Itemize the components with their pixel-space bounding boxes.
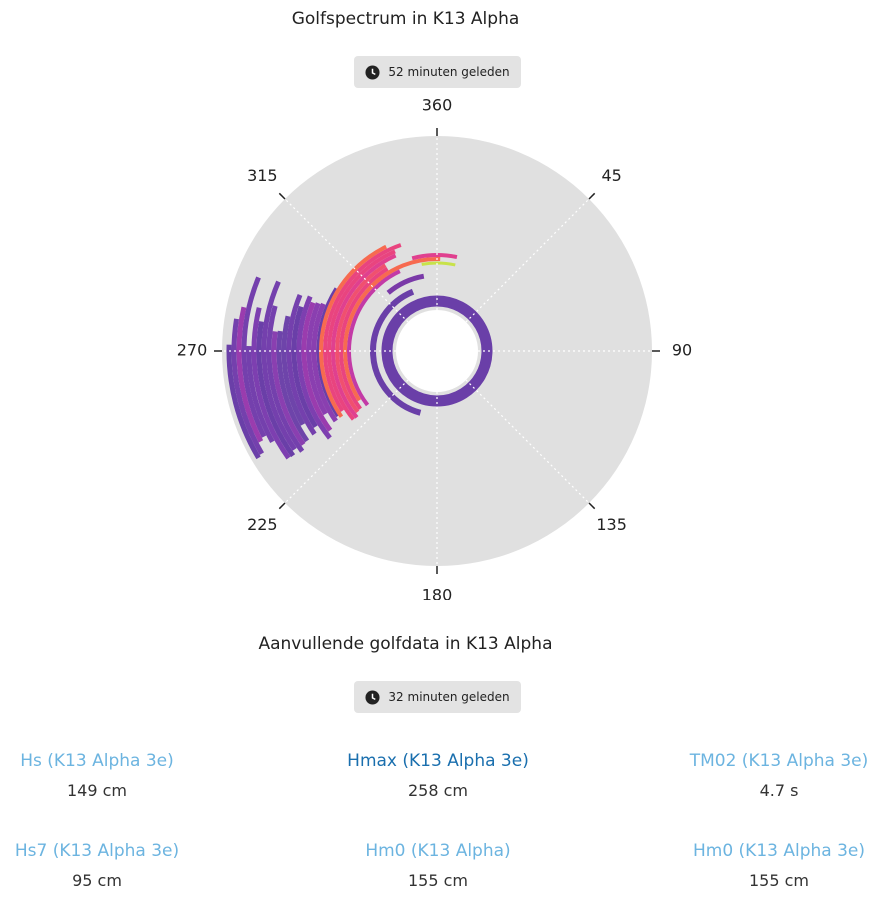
update-text: 32 minuten geleden bbox=[388, 690, 510, 704]
spectrum-arc bbox=[276, 330, 310, 443]
data-label: Hm0 (K13 Alpha 3e) bbox=[692, 841, 866, 861]
tick-mark bbox=[278, 192, 286, 200]
spectrum-arc bbox=[331, 253, 397, 419]
spectrum-arc bbox=[251, 307, 291, 460]
data-label: TM02 (K13 Alpha 3e) bbox=[689, 751, 869, 771]
clock-icon bbox=[365, 689, 380, 705]
direction-label: 270 bbox=[177, 341, 208, 360]
spectrum-arc bbox=[421, 261, 456, 267]
spectrum-arc bbox=[256, 321, 296, 458]
data-cell: TM02 (K13 Alpha 3e) 4.7 s bbox=[659, 751, 889, 800]
direction-label: 135 bbox=[596, 515, 627, 534]
grid-line bbox=[284, 198, 409, 323]
spectrum-arc bbox=[246, 345, 275, 444]
direction-label: 45 bbox=[601, 166, 621, 185]
update-text: 52 minuten geleden bbox=[388, 65, 510, 79]
spectrum-arc bbox=[226, 344, 261, 460]
data-label: Hm0 (K13 Alpha) bbox=[365, 841, 511, 861]
spectrum-arc bbox=[286, 293, 317, 436]
spectrum-arc bbox=[381, 295, 493, 407]
direction-label: 360 bbox=[422, 96, 453, 115]
clock-icon bbox=[365, 64, 380, 80]
data-label: Hmax (K13 Alpha 3e) bbox=[347, 751, 529, 771]
direction-label: 225 bbox=[247, 515, 278, 534]
data-value: 258 cm bbox=[407, 781, 468, 800]
direction-label: 315 bbox=[247, 166, 278, 185]
spectrum-arc bbox=[231, 318, 265, 455]
data-value: 155 cm bbox=[407, 871, 468, 890]
spectrum-arc bbox=[411, 253, 458, 261]
direction-label: 180 bbox=[422, 586, 453, 601]
spectrum-arc bbox=[319, 244, 388, 418]
spectrum-arc bbox=[347, 269, 401, 407]
grid-line bbox=[284, 379, 409, 504]
data-cell: Hs (K13 Alpha 3e) 149 cm bbox=[0, 751, 217, 800]
spectrum-arc bbox=[266, 305, 305, 453]
data-cell: Hm0 (K13 Alpha 3e) 155 cm bbox=[659, 841, 889, 890]
grid-line bbox=[465, 379, 590, 504]
spectrum-arc bbox=[335, 263, 387, 414]
spectrum-arc bbox=[370, 257, 441, 288]
polar-center bbox=[396, 310, 478, 392]
data-value: 149 cm bbox=[66, 781, 127, 800]
data-cell: Hmax (K13 Alpha 3e) 258 cm bbox=[318, 751, 558, 800]
data-cell: Hm0 (K13 Alpha) 155 cm bbox=[318, 841, 558, 890]
spectrum-arc bbox=[306, 302, 328, 416]
spectrum-arc bbox=[241, 276, 267, 438]
spectrum-title: Golfspectrum in K13 Alpha bbox=[291, 9, 520, 29]
spectrum-arc bbox=[301, 301, 333, 432]
data-label: Hs7 (K13 Alpha 3e) bbox=[14, 841, 180, 861]
polar-spectrum: 360 45 90 135 180 225 270 315 bbox=[177, 96, 692, 601]
direction-label: 90 bbox=[672, 341, 692, 360]
spectrum-arc bbox=[339, 267, 389, 411]
spectrum-arc bbox=[236, 306, 264, 443]
extra-title: Aanvullende golfdata in K13 Alpha bbox=[258, 634, 553, 654]
spectrum-arc bbox=[291, 305, 318, 428]
spectrum-arc bbox=[311, 302, 338, 423]
spectrum-arc bbox=[296, 295, 332, 440]
spectrum-arc bbox=[261, 280, 297, 451]
spectrum-arc bbox=[327, 249, 396, 421]
data-value: 95 cm bbox=[72, 871, 122, 890]
update-badge: 32 minuten geleden bbox=[354, 681, 521, 713]
tick-mark bbox=[588, 502, 596, 510]
spectrum-arc bbox=[281, 315, 306, 426]
grid-line bbox=[465, 198, 590, 323]
spectrum-arc bbox=[323, 243, 402, 412]
update-badge: 52 minuten geleden bbox=[354, 56, 521, 88]
data-value: 4.7 s bbox=[759, 781, 799, 800]
spectrum-arc bbox=[370, 288, 422, 416]
data-cell: Hs7 (K13 Alpha 3e) 95 cm bbox=[0, 841, 217, 890]
tick-mark bbox=[278, 502, 286, 510]
tick-mark bbox=[588, 192, 596, 200]
spectrum-arc bbox=[386, 273, 425, 295]
spectrum-arc bbox=[271, 331, 306, 446]
data-value: 155 cm bbox=[748, 871, 809, 890]
data-label: Hs (K13 Alpha 3e) bbox=[20, 751, 174, 771]
